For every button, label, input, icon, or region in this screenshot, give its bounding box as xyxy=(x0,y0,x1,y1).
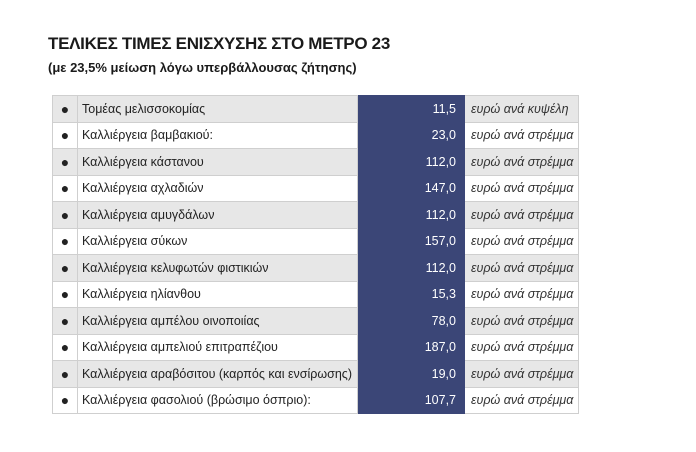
table-row: ● Καλλιέργεια αμπελιού επιτραπέζιου 187,0 ε… xyxy=(52,333,579,361)
amount: 147,0 xyxy=(357,174,465,202)
unit: ευρώ ανά στρέμμα xyxy=(464,333,579,361)
unit: ευρώ ανά στρέμμα xyxy=(464,227,579,255)
unit: ευρώ ανά στρέμμα xyxy=(464,386,579,414)
bullet: ● xyxy=(52,254,78,282)
table-row: ● Καλλιέργεια αραβόσιτου (καρπός και ενσί… xyxy=(52,360,579,388)
unit: ευρώ ανά στρέμμα xyxy=(464,121,579,149)
amount: 15,3 xyxy=(357,280,465,308)
crop-name: Καλλιέργεια σύκων xyxy=(77,227,358,255)
amount: 107,7 xyxy=(357,386,465,414)
crop-name: Καλλιέργεια αχλαδιών xyxy=(77,174,358,202)
table-row: ● Καλλιέργεια βαμβακιού: 23,0 ευρώ ανά στρέ… xyxy=(52,121,579,149)
bullet: ● xyxy=(52,95,78,123)
crop-name: Καλλιέργεια αμπέλου οινοποιίας xyxy=(77,307,358,335)
unit: ευρώ ανά στρέμμα xyxy=(464,280,579,308)
table-row: ● Καλλιέργεια σύκων 157,0 ευρώ ανά στρέμμα xyxy=(52,227,579,255)
unit: ευρώ ανά στρέμμα xyxy=(464,307,579,335)
table-row: ● Καλλιέργεια ηλίανθου 15,3 ευρώ ανά στρέμμ… xyxy=(52,280,579,308)
bullet: ● xyxy=(52,121,78,149)
table-row: ● Καλλιέργεια κελυφωτών φιστικιών 112,0 ευρ… xyxy=(52,254,579,282)
bullet: ● xyxy=(52,280,78,308)
crop-name: Καλλιέργεια βαμβακιού: xyxy=(77,121,358,149)
bullet: ● xyxy=(52,386,78,414)
bullet: ● xyxy=(52,307,78,335)
amount: 23,0 xyxy=(357,121,465,149)
crop-name: Καλλιέργεια κελυφωτών φιστικιών xyxy=(77,254,358,282)
amount: 187,0 xyxy=(357,333,465,361)
bullet: ● xyxy=(52,333,78,361)
bullet: ● xyxy=(52,148,78,176)
table-row: ● Τομέας μελισσοκομίας 11,5 ευρώ ανά κυψέλη xyxy=(52,95,579,123)
crop-name: Καλλιέργεια αμυγδάλων xyxy=(77,201,358,229)
unit: ευρώ ανά στρέμμα xyxy=(464,174,579,202)
table-row: ● Καλλιέργεια αμυγδάλων 112,0 ευρώ ανά στρέ… xyxy=(52,201,579,229)
amount: 157,0 xyxy=(357,227,465,255)
bullet: ● xyxy=(52,201,78,229)
unit: ευρώ ανά κυψέλη xyxy=(464,95,579,123)
crop-name: Καλλιέργεια αμπελιού επιτραπέζιου xyxy=(77,333,358,361)
crop-name: Καλλιέργεια φασολιού (βρώσιμο όσπριο): xyxy=(77,386,358,414)
amount: 78,0 xyxy=(357,307,465,335)
amount: 112,0 xyxy=(357,201,465,229)
table: ● Τομέας μελισσοκομίας 11,5 ευρώ ανά κυψέλη… xyxy=(52,95,579,414)
bullet: ● xyxy=(52,174,78,202)
table-row: ● Καλλιέργεια αμπέλου οινοποιίας 78,0 ευρώ … xyxy=(52,307,579,335)
bullet: ● xyxy=(52,227,78,255)
title: ΤΕΛΙΚΕΣ ΤΙΜΕΣ ΕΝΙΣΧΥΣΗΣ ΣΤΟ ΜΕΤΡΟ 23 xyxy=(48,34,390,53)
crop-name: Καλλιέργεια κάστανου xyxy=(77,148,358,176)
crop-name: Καλλιέργεια ηλίανθου xyxy=(77,280,358,308)
table-row: ● Καλλιέργεια κάστανου 112,0 ευρώ ανά στρέμ… xyxy=(52,148,579,176)
table-row: ● Καλλιέργεια φασολιού (βρώσιμο όσπριο): 1… xyxy=(52,386,579,414)
table-row: ● Καλλιέργεια αχλαδιών 147,0 ευρώ ανά στρέμ… xyxy=(52,174,579,202)
crop-name: Τομέας μελισσοκομίας xyxy=(77,95,358,123)
amount: 11,5 xyxy=(357,95,465,123)
subtitle: (με 23,5% μείωση λόγω υπερβάλλουσας ζήτη… xyxy=(48,60,357,75)
bullet: ● xyxy=(52,360,78,388)
unit: ευρώ ανά στρέμμα xyxy=(464,201,579,229)
unit: ευρώ ανά στρέμμα xyxy=(464,254,579,282)
unit: ευρώ ανά στρέμμα xyxy=(464,148,579,176)
amount: 19,0 xyxy=(357,360,465,388)
amount: 112,0 xyxy=(357,148,465,176)
crop-name: Καλλιέργεια αραβόσιτου (καρπός και ενσίρ… xyxy=(77,360,358,388)
unit: ευρώ ανά στρέμμα xyxy=(464,360,579,388)
amount: 112,0 xyxy=(357,254,465,282)
